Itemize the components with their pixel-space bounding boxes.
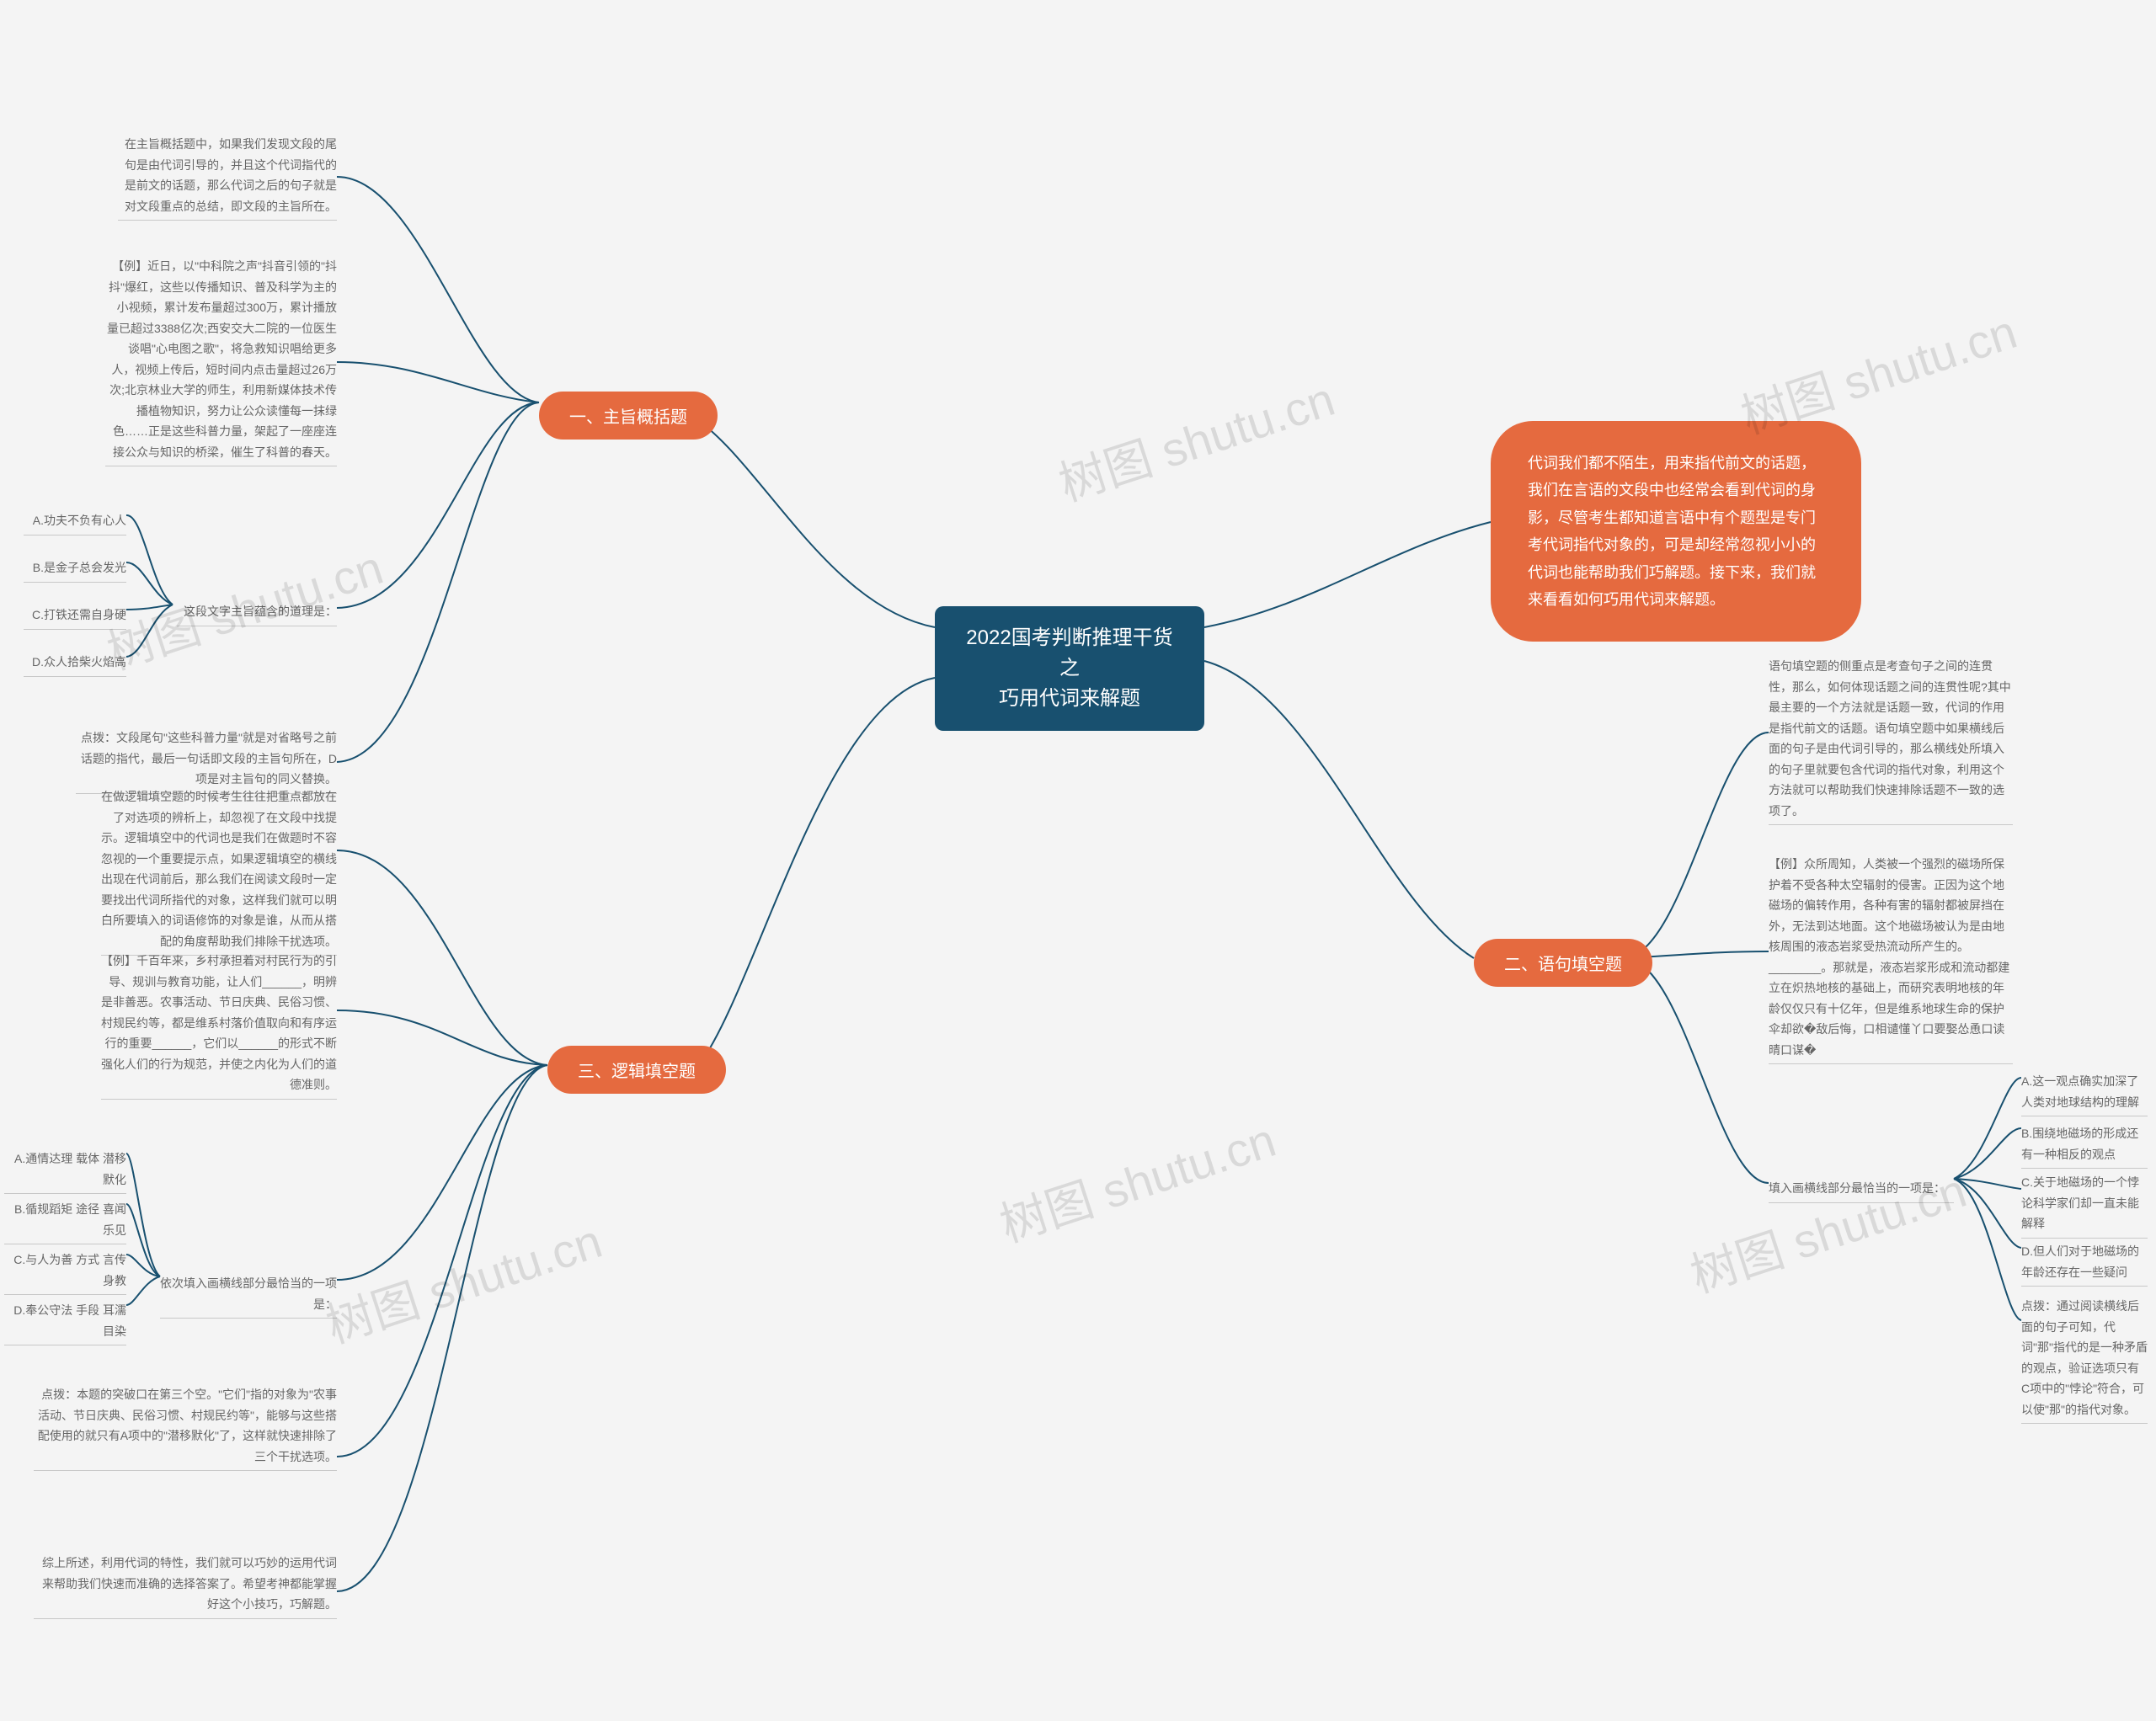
b1-optD: D.众人拾柴火焰高 <box>24 648 126 677</box>
center-node: 2022国考判断推理干货之 巧用代词来解题 <box>935 606 1204 731</box>
b3-tip2: 综上所述，利用代词的特性，我们就可以巧妙的运用代词来帮助我们快速而准确的选择答案… <box>34 1549 337 1619</box>
b2-title: 二、语句填空题 <box>1504 956 1622 974</box>
b2-optB: B.围绕地磁场的形成还有一种相反的观点 <box>2021 1120 2148 1169</box>
center-title-l1: 2022国考判断推理干货之 <box>958 623 1181 684</box>
b3-optB: B.循规蹈矩 途径 喜闻乐见 <box>4 1196 126 1244</box>
b3-optC: C.与人为善 方式 言传身教 <box>4 1246 126 1295</box>
b2-leaf2: 【例】众所周知，人类被一个强烈的磁场所保护着不受各种太空辐射的侵害。正因为这个地… <box>1769 850 2013 1064</box>
b3-title: 三、逻辑填空题 <box>578 1063 696 1081</box>
b3-qstem: 依次填入画横线部分最恰当的一项是： <box>160 1270 337 1319</box>
b1-title-node[interactable]: 一、主旨概括题 <box>539 392 718 440</box>
center-title-l2: 巧用代词来解题 <box>958 684 1181 714</box>
b1-optC: C.打铁还需自身硬 <box>24 601 126 630</box>
b2-title-node[interactable]: 二、语句填空题 <box>1474 939 1652 987</box>
intro-text: 代词我们都不陌生，用来指代前文的话题，我们在言语的文段中也经常会看到代词的身影，… <box>1528 455 1816 608</box>
b1-leaf2: 【例】近日，以"中科院之声"抖音引领的"抖抖"爆红，这些以传播知识、普及科学为主… <box>105 253 337 466</box>
b2-optD: D.但人们对于地磁场的年龄还存在一些疑问 <box>2021 1238 2148 1287</box>
b1-optA: A.功夫不负有心人 <box>24 507 126 535</box>
b3-tip1: 点拨：本题的突破口在第三个空。"它们"指的对象为"农事活动、节日庆典、民俗习惯、… <box>34 1381 337 1471</box>
b3-title-node[interactable]: 三、逻辑填空题 <box>547 1046 726 1094</box>
b3-optD: D.奉公守法 手段 耳濡目染 <box>4 1297 126 1345</box>
intro-node: 代词我们都不陌生，用来指代前文的话题，我们在言语的文段中也经常会看到代词的身影，… <box>1491 421 1861 642</box>
b1-leaf1: 在主旨概括题中，如果我们发现文段的尾句是由代词引导的，并且这个代词指代的是前文的… <box>118 131 337 221</box>
b1-optB: B.是金子总会发光 <box>24 554 126 583</box>
b2-leaf1: 语句填空题的侧重点是考查句子之间的连贯性，那么，如何体现话题之间的连贯性呢?其中… <box>1769 653 2013 825</box>
b3-optA: A.通情达理 载体 潜移默化 <box>4 1145 126 1194</box>
b3-leaf2: 【例】千百年来，乡村承担着对村民行为的引导、规训与教育功能，让人们______，… <box>101 947 337 1100</box>
b2-optA: A.这一观点确实加深了人类对地球结构的理解 <box>2021 1068 2148 1116</box>
b2-tip: 点拨：通过阅读横线后面的句子可知，代词"那"指代的是一种矛盾的观点，验证选项只有… <box>2021 1292 2148 1424</box>
b2-qstem: 填入画横线部分最恰当的一项是： <box>1769 1175 1954 1203</box>
b1-title: 一、主旨概括题 <box>569 408 687 427</box>
b3-leaf1: 在做逻辑填空题的时候考生往往把重点都放在了对选项的辨析上，却忽视了在文段中找提示… <box>101 783 337 956</box>
b1-qstem: 这段文字主旨蕴含的道理是： <box>177 598 337 626</box>
b2-optC: C.关于地磁场的一个悖论科学家们却一直未能解释 <box>2021 1169 2148 1239</box>
